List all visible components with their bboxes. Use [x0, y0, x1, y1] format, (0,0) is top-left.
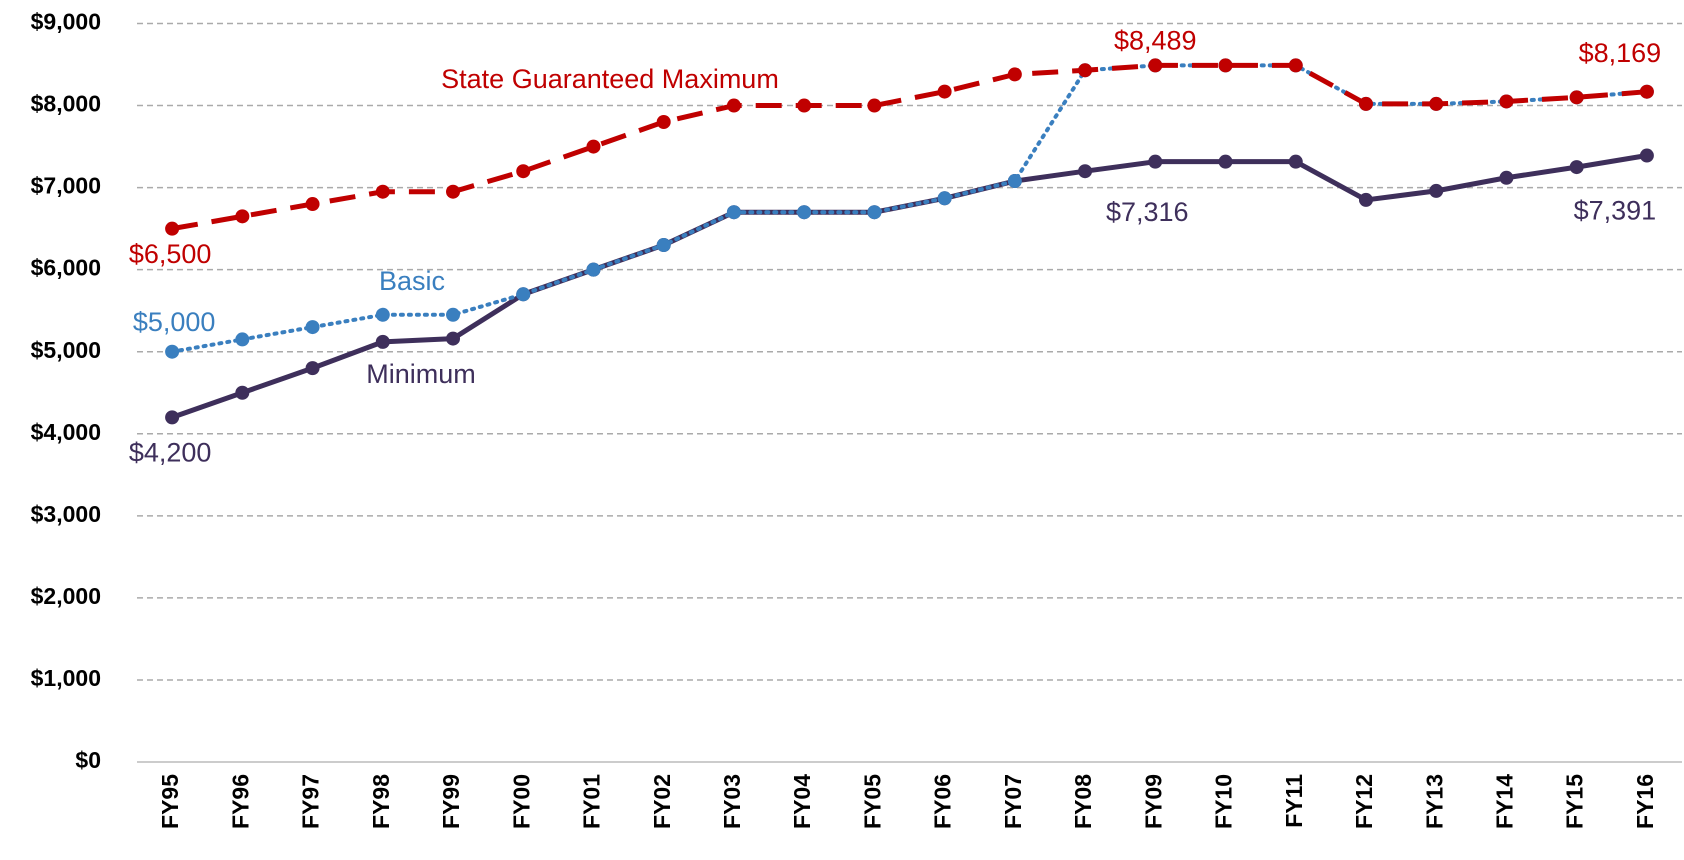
point-marker: [516, 287, 531, 302]
point-marker: [586, 262, 601, 277]
x-tick-label: FY11: [1281, 774, 1307, 828]
point-marker: [1429, 183, 1444, 198]
x-tick-label: FY02: [649, 774, 675, 829]
x-tick-label: FY13: [1421, 774, 1447, 829]
x-tick-label: FY07: [1000, 774, 1026, 829]
x-tick-label: FY14: [1492, 774, 1518, 829]
y-tick-label: $2,000: [31, 583, 101, 609]
y-tick-label: $7,000: [31, 173, 101, 199]
y-tick-label: $8,000: [31, 91, 101, 117]
point-marker: [305, 197, 320, 212]
point-marker: [235, 209, 250, 224]
point-marker: [305, 361, 320, 376]
y-tick-label: $5,000: [31, 337, 101, 363]
data-label: $5,000: [133, 307, 216, 337]
x-tick-label: FY01: [579, 774, 605, 829]
point-marker: [656, 114, 671, 129]
point-marker: [1639, 84, 1654, 99]
y-tick-label: $9,000: [31, 9, 101, 35]
x-tick-label: FY98: [368, 774, 394, 829]
series-line: [171, 62, 1648, 232]
x-tick-label: FY95: [157, 774, 183, 829]
point-marker: [1148, 154, 1163, 169]
point-marker: [1288, 58, 1303, 73]
point-marker: [937, 191, 952, 206]
point-marker: [1007, 67, 1022, 82]
point-marker: [165, 221, 180, 236]
series-label: State Guaranteed Maximum: [441, 64, 779, 94]
point-marker: [1358, 96, 1373, 111]
point-marker: [1429, 96, 1444, 111]
point-marker: [446, 331, 461, 346]
x-tick-label: FY00: [508, 774, 534, 829]
x-tick-label: FY99: [438, 774, 464, 829]
point-marker: [1218, 58, 1233, 73]
x-tick-label: FY16: [1632, 774, 1658, 829]
data-label: $7,316: [1106, 197, 1189, 227]
x-tick-label: FY06: [930, 774, 956, 829]
x-tick-label: FY09: [1140, 774, 1166, 829]
point-marker: [375, 184, 390, 199]
x-tick-label: FY15: [1562, 774, 1588, 829]
data-label: $8,489: [1114, 26, 1197, 56]
point-marker: [937, 84, 952, 99]
x-tick-label: FY97: [298, 774, 324, 829]
y-tick-label: $3,000: [31, 501, 101, 527]
series-line: [170, 63, 1649, 354]
point-marker: [1078, 63, 1093, 78]
point-marker: [1569, 90, 1584, 105]
point-marker: [1288, 154, 1303, 169]
data-label: $8,169: [1579, 38, 1662, 68]
point-marker: [516, 164, 531, 179]
series-label: Minimum: [366, 359, 476, 389]
point-marker: [867, 205, 882, 220]
point-marker: [656, 238, 671, 253]
point-marker: [867, 98, 882, 113]
point-marker: [375, 307, 390, 322]
point-marker: [235, 332, 250, 347]
x-tick-label: FY04: [789, 774, 815, 829]
point-marker: [1148, 58, 1163, 73]
point-marker: [1007, 174, 1022, 189]
x-tick-label: FY12: [1351, 774, 1377, 829]
point-marker: [726, 98, 741, 113]
point-marker: [305, 320, 320, 335]
point-marker: [165, 410, 180, 425]
data-label: $6,500: [129, 239, 212, 269]
y-tick-label: $0: [75, 747, 101, 773]
point-marker: [1078, 164, 1093, 179]
point-marker: [446, 307, 461, 322]
point-marker: [165, 344, 180, 359]
point-marker: [1358, 192, 1373, 207]
point-marker: [1569, 160, 1584, 175]
point-marker: [375, 334, 390, 349]
point-marker: [797, 205, 812, 220]
x-tick-label: FY08: [1070, 774, 1096, 829]
point-marker: [1499, 94, 1514, 109]
series-label: Basic: [379, 266, 445, 296]
y-tick-label: $1,000: [31, 665, 101, 691]
point-marker: [586, 139, 601, 154]
point-marker: [1499, 170, 1514, 185]
y-tick-label: $4,000: [31, 419, 101, 445]
point-marker: [1218, 154, 1233, 169]
point-marker: [726, 205, 741, 220]
y-tick-label: $6,000: [31, 255, 101, 281]
point-marker: [235, 385, 250, 400]
point-marker: [446, 184, 461, 199]
x-tick-label: FY10: [1211, 774, 1237, 829]
point-marker: [797, 98, 812, 113]
data-label: $4,200: [129, 437, 212, 467]
point-marker: [1639, 148, 1654, 163]
data-label: $7,391: [1574, 196, 1657, 226]
x-tick-label: FY96: [227, 774, 253, 829]
x-tick-label: FY05: [859, 774, 885, 829]
x-tick-label: FY03: [719, 774, 745, 829]
